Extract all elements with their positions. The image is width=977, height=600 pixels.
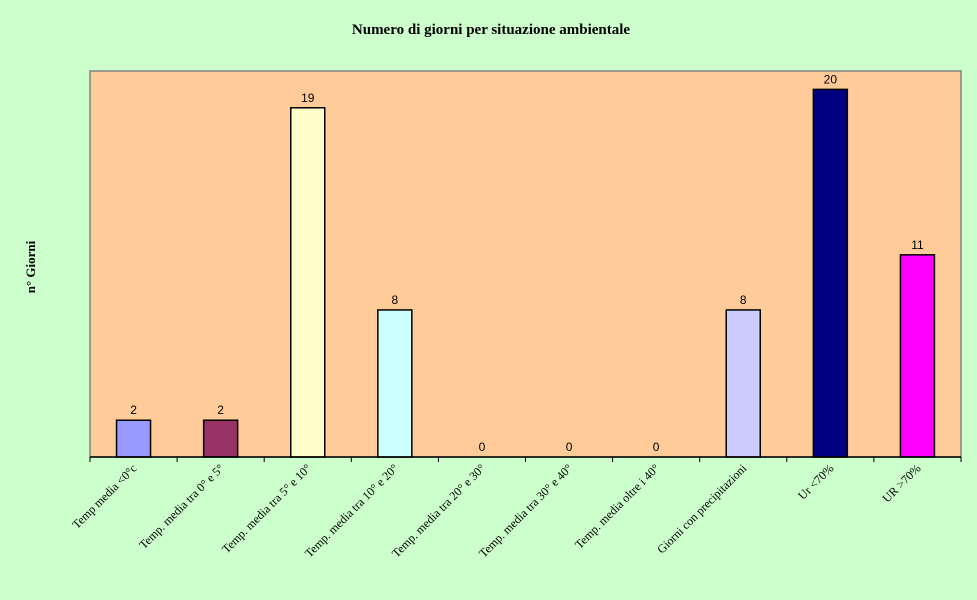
data-label: 11 [911, 238, 924, 252]
bar [377, 309, 413, 458]
bars-group [115, 88, 936, 458]
data-label: 8 [740, 293, 747, 307]
data-labels-group: 2 2 19 8 0 0 0 8 20 11 [130, 72, 924, 454]
x-tick-label: Temp. media oltre i 40° [572, 461, 662, 551]
x-tick-label: UR >70% [879, 461, 923, 505]
y-axis-title: n° Giorni [23, 240, 38, 293]
x-tick-label: Temp. media tra 5° e 10° [219, 461, 314, 556]
data-label: 2 [130, 403, 137, 417]
data-label: 2 [217, 403, 224, 417]
x-ticks-group [89, 457, 962, 462]
x-tick-label: Temp. media tra 0° e 5° [136, 461, 227, 552]
data-label: 0 [653, 440, 660, 454]
x-tick-label: Temp. media tra 30° e 40° [476, 461, 575, 560]
data-label: 0 [566, 440, 573, 454]
bar [115, 419, 152, 458]
x-tick-label: Temp media <0°c [69, 461, 139, 531]
data-label: 19 [301, 91, 315, 105]
x-tick-label: Temp. media tra 10° e 20° [302, 461, 401, 560]
x-tick-label: Ur <70% [795, 461, 836, 502]
bar [899, 254, 936, 458]
bar [725, 309, 761, 458]
data-label: 20 [824, 72, 838, 86]
x-tick-label: Temp. media tra 20° e 30° [389, 461, 488, 560]
data-label: 0 [479, 440, 486, 454]
bar [812, 88, 849, 458]
data-label: 8 [392, 293, 399, 307]
x-tick-label: Giorni con precipitazioni [654, 461, 750, 557]
chart-title: Numero di giorni per situazione ambienta… [352, 22, 631, 38]
bar [202, 419, 239, 458]
bar [290, 107, 326, 458]
